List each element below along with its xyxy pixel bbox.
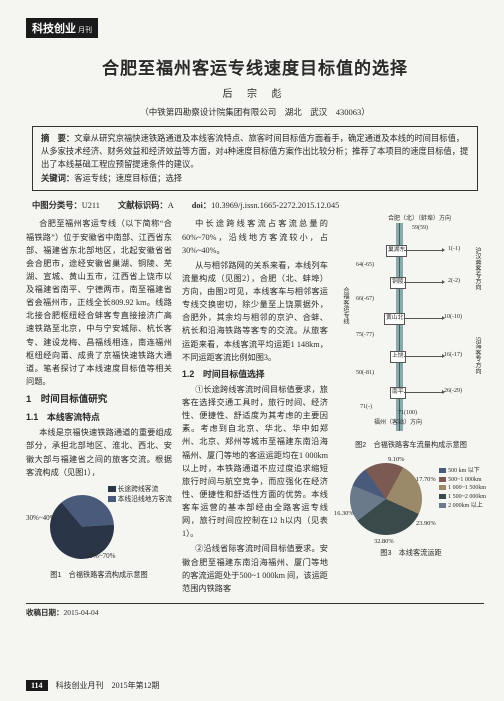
fig1-caption: 图1 合福铁路客流构成示意图 [26,569,172,581]
masthead-suffix: 月刊 [78,26,92,34]
c1-p2: 本线是京福快速铁路通道的重要组成部分，承担北部地区、淮北、西北、安徽大部与福建省… [26,426,172,479]
column-3: 合肥（北）（蚌埠）方向 59(59) 合福客运专线 沪汉蓉客专方向 沿海客专方向… [338,217,484,596]
diag-node: 黄山北 [384,313,405,324]
right-val: 16(-17) [444,351,462,361]
affiliation: （中铁第四勘察设计院集团有限公司 湖北 武汉 430063） [26,106,484,118]
legend-label: 长途跨线客流 [118,486,159,493]
left-val: 66(-67) [356,295,374,305]
received-label: 收稿日期： [26,608,64,617]
footer-journal: 科技创业月刊 [56,681,104,690]
fig2-caption: 图2 合福铁路客车流量构成示意图 [338,439,484,451]
keywords-label: 关键词： [41,173,74,183]
right-val: 2(-2) [448,277,460,287]
legend-label: 2 000km 以上 [448,503,483,509]
c2-p3: ①长途跨线客流时间目标值要求，旅客在选择交通工具时，旅行时间、经济性、便捷性、舒… [182,383,328,541]
legend-label: 1 000~1 500km [448,485,486,491]
legend-label: 500~1 000km [448,477,481,483]
left-val: 75(-77) [356,331,374,341]
diag-arrow [404,392,444,393]
abstract-label: 摘 要： [41,133,74,143]
right-label-2: 沿海客专方向 [472,337,482,374]
legend-swatch [108,496,116,502]
right-val: 1(-1) [448,245,460,255]
left-val: 50(-81) [356,369,374,379]
right-val: 10(-10) [444,313,462,323]
legend-label: 本线沿线地方客流 [118,496,172,503]
pie-chart-2 [339,452,433,546]
legend-swatch [439,485,446,490]
diag-bottom: 福州（客站）方向 [374,419,422,429]
left-axis-label: 合福客运专线 [340,287,350,324]
pie2-pct: 17.70% [416,475,436,485]
footer-issue: 2015年第12期 [112,681,160,690]
doi: 10.3969/j.issn.1665-2272.2015.12.045 [211,201,339,210]
abstract-box: 摘 要：文章从研究京福快速铁路通道及本线客流特点、旅客时间目标值方面着手，确定通… [32,126,478,191]
pie2-pct: 32.80% [374,537,394,547]
diag-arrow [404,318,444,319]
doc-label: 文献标识码： [118,201,168,210]
legend-swatch [439,477,446,482]
body-columns: 合肥至福州客运专线（以下简称“合福铁路”）位于安徽省中南部、江西省东部、福建省东… [26,217,484,596]
doc-code: A [168,201,174,210]
fig3-caption: 图3 本线客流运距 [338,547,484,559]
figure-2-diagram: 合肥（北）（蚌埠）方向 59(59) 合福客运专线 沪汉蓉客专方向 沿海客专方向… [338,217,484,437]
masthead: 科技创业月刊 [26,18,98,38]
page-number: 114 [26,680,48,691]
pie1-pct-left: 30%~40% [26,513,55,524]
diag-bottom-val: 71(100) [398,409,417,419]
legend-swatch [108,486,116,492]
article-title: 合肥至福州客运专线速度目标值的选择 [26,54,484,79]
right-label-1: 沪汉蓉客专方向 [472,247,482,290]
clc: U211 [82,201,100,210]
diag-top-val: 59(59) [412,224,428,234]
fig3-legend: 500 km 以下 500~1 000km 1 000~1 500km 1 50… [439,467,486,510]
heading-1-2: 1.2 时间目标值选择 [182,367,328,381]
fig1-legend: 长途跨线客流 本线沿线地方客流 [108,485,172,505]
pie2-pct: 9.10% [388,455,405,465]
page-footer: 114 科技创业月刊 2015年第12期 [26,680,484,691]
left-val: 71(-) [360,403,372,413]
c2-p4: ②沿线省际客流时间目标值要求。安徽合肥至福建东南沿海福州、厦门等地的客流运距处于… [182,542,328,595]
pie2-pct: 16.30% [334,509,354,519]
keywords: 客运专线；速度目标值；选择 [74,174,182,183]
abstract-text: 文章从研究京福快速铁路通道及本线客流特点、旅客时间目标值方面着手，确定通道及本线… [41,134,468,169]
figure-3: 9.10% 17.70% 23.90% 32.80% 16.30% 500 km… [338,455,484,545]
column-2: 中长途跨线客流占客流总量的60%~70%，沿线地方客流较小，占30%~40%。 … [182,217,328,596]
column-1: 合肥至福州客运专线（以下简称“合福铁路”）位于安徽省中南部、江西省东部、福建省东… [26,217,172,596]
author: 后 宗 彪 [26,85,484,100]
pie2-pct: 23.90% [416,519,436,529]
heading-1: 1 时间目标值研究 [26,392,172,407]
pie1-pct-right: 60%~70% [86,551,115,562]
received-value: 2015-04-04 [64,608,99,617]
doi-label: doi： [192,201,211,210]
legend-swatch [439,468,446,473]
heading-1-1: 1.1 本线客流特点 [26,410,172,424]
clc-label: 中图分类号： [32,201,82,210]
meta-row: 中图分类号：U211 文献标识码：A doi：10.3969/j.issn.16… [32,199,478,211]
figure-1: 长途跨线客流 本线沿线地方客流 30%~40% 60%~70% [26,481,172,567]
diag-arrow [404,282,444,283]
right-val: 26(-29) [444,387,462,397]
masthead-main: 科技创业 [32,23,76,35]
legend-label: 500 km 以下 [448,468,480,474]
c2-p1: 中长途跨线客流占客流总量的60%~70%，沿线地方客流较小，占30%~40%。 [182,217,328,256]
c2-p2: 从与相邻路网的关系来看，本线列车流量构成（见图2），合肥（北、蚌埠）方向，由图2… [182,259,328,364]
legend-swatch [439,503,446,508]
diag-arrow [404,356,444,357]
received-date: 收稿日期：2015-04-04 [26,603,484,618]
legend-label: 1 500~2 000km [448,494,486,500]
legend-swatch [439,494,446,499]
page: 科技创业月刊 合肥至福州客运专线速度目标值的选择 后 宗 彪 （中铁第四勘察设计… [0,0,504,701]
c1-p1: 合肥至福州客运专线（以下简称“合福铁路”）位于安徽省中南部、江西省东部、福建省东… [26,217,172,388]
diag-arrow [404,250,444,251]
left-val: 64(-65) [356,261,374,271]
